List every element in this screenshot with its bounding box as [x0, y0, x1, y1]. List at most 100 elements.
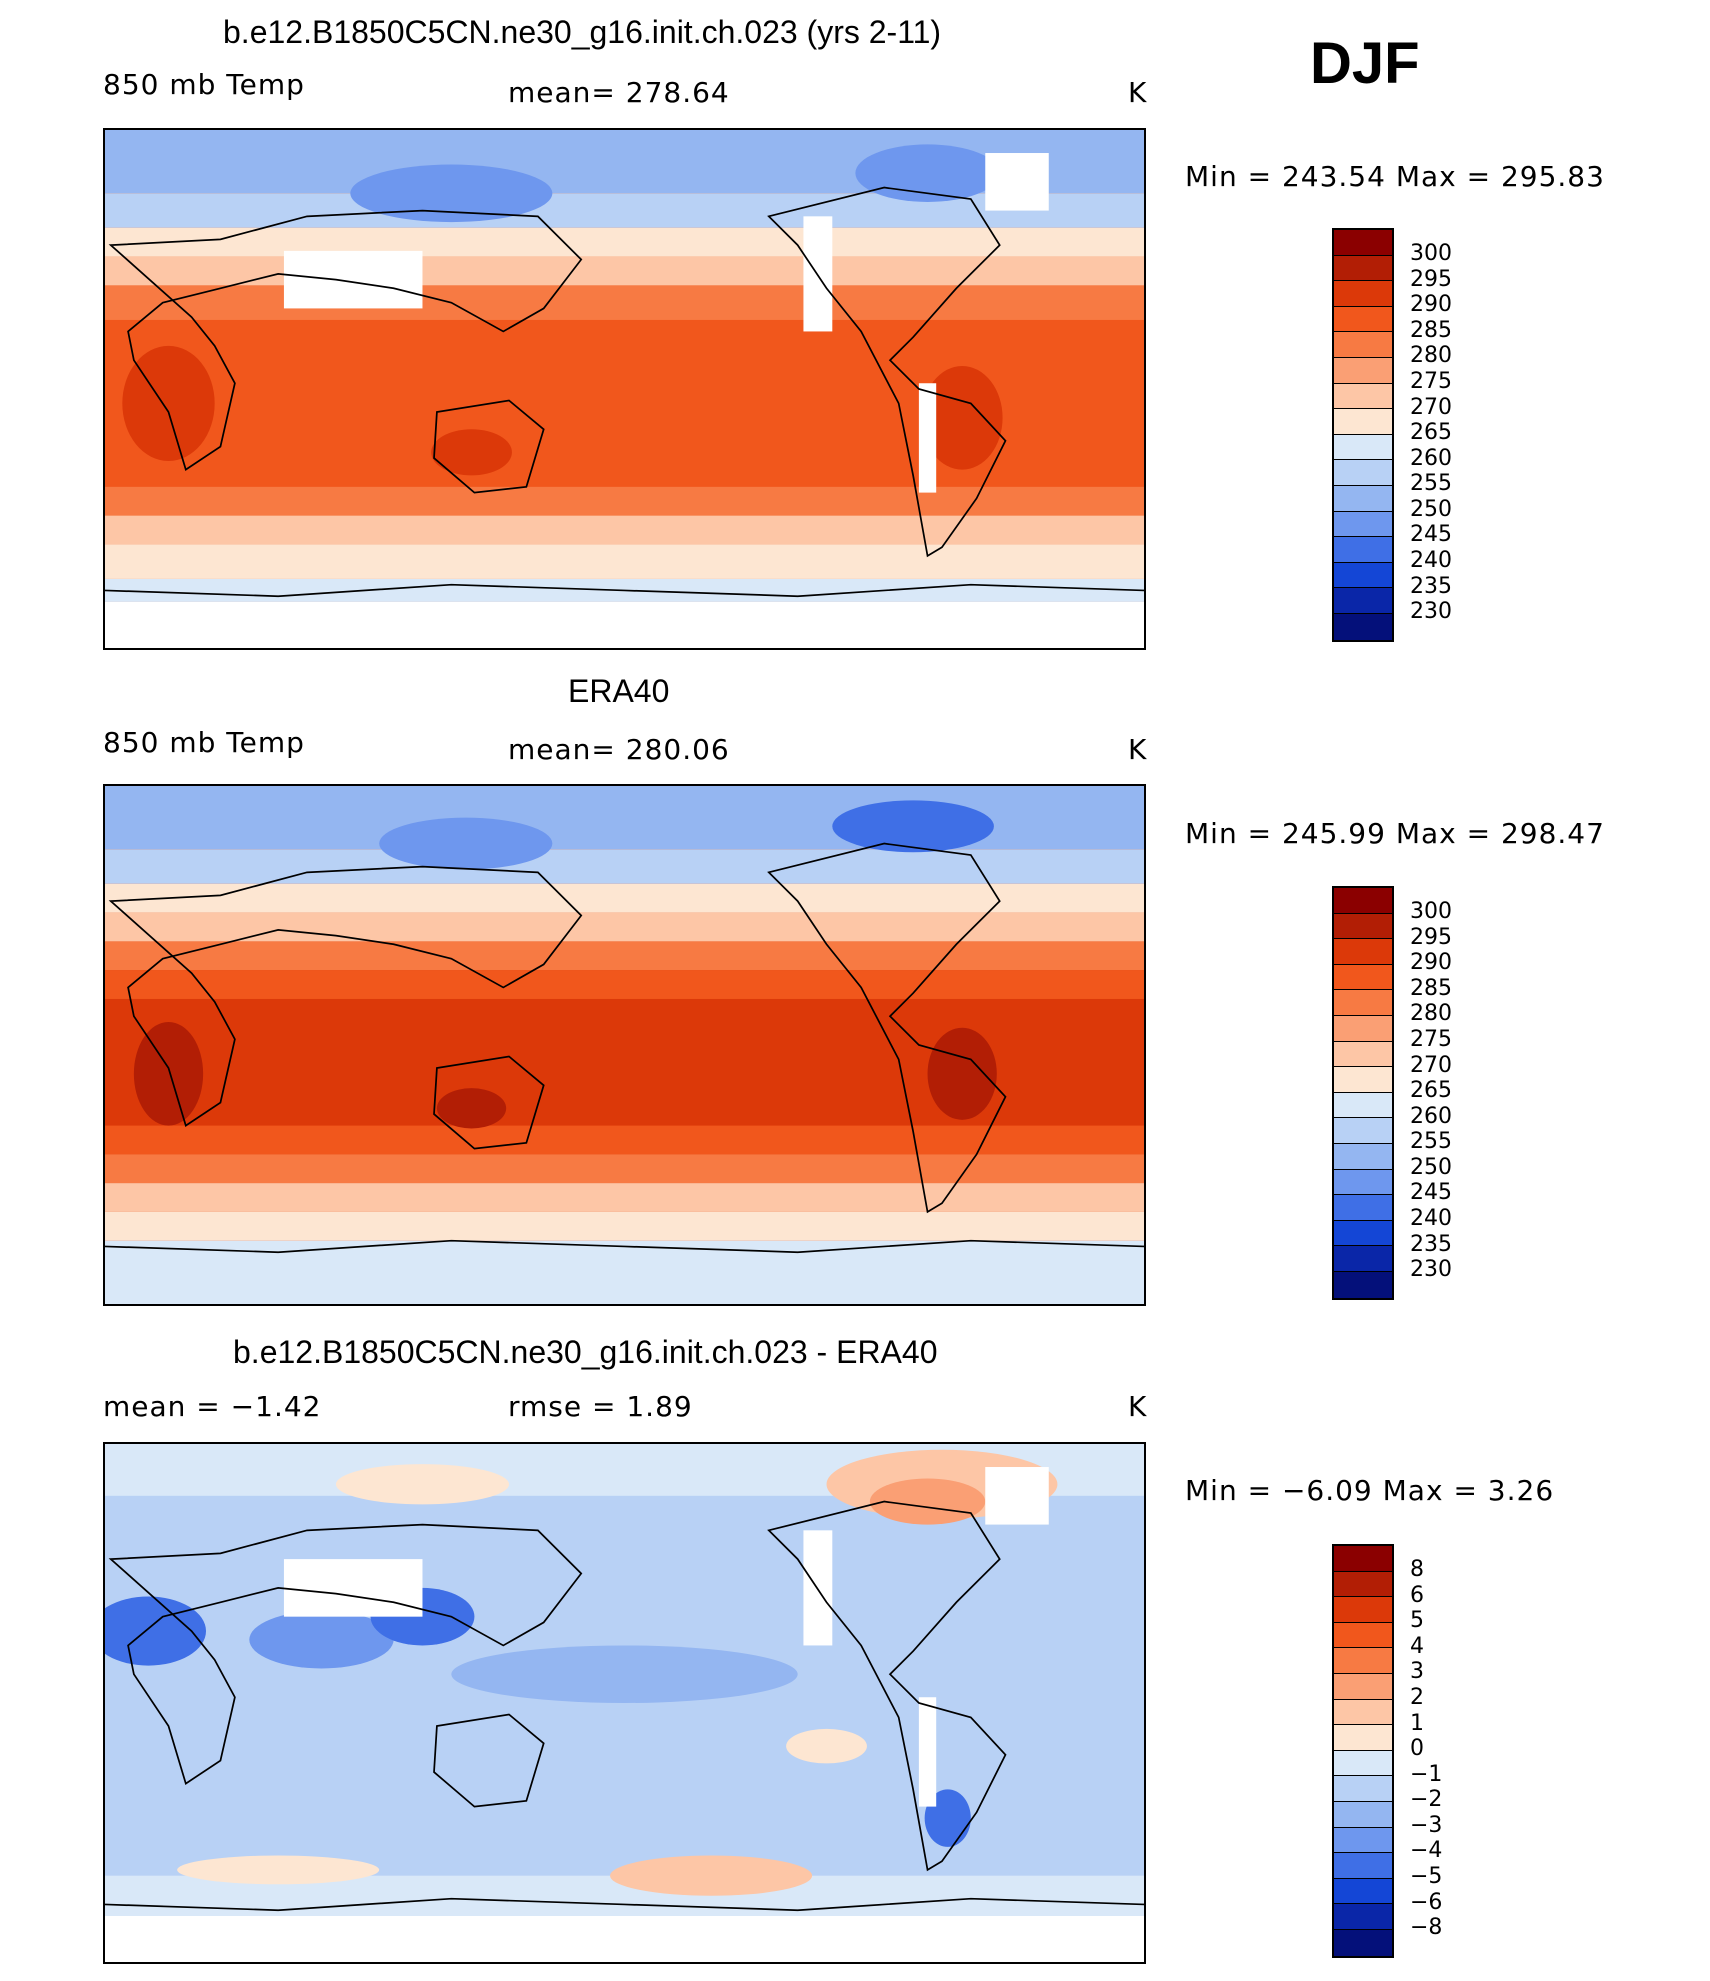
colorbar-swatch: [1334, 1673, 1392, 1700]
colorbar-tick-label: 295: [1410, 267, 1452, 292]
band: [105, 1915, 1144, 1962]
colorbar-tick-label: 265: [1410, 420, 1452, 445]
missing-greenland: [985, 1467, 1049, 1525]
antarctica: [105, 583, 1144, 598]
continents: [767, 842, 1007, 1214]
band: [105, 883, 1144, 913]
antarctica: [105, 1897, 1144, 1912]
colorbar-swatch: [1334, 1271, 1392, 1298]
colorbar-swatch: [1334, 1776, 1392, 1802]
colorbar-tick-label: −3: [1410, 1813, 1443, 1838]
colorbar-swatch: [1334, 255, 1392, 282]
africa-hot: [133, 1021, 204, 1126]
missing-greenland: [985, 153, 1049, 211]
colorbar-swatch: [1334, 1169, 1392, 1196]
colorbar-swatch: [1334, 1904, 1392, 1930]
colorbar-tick-label: 290: [1410, 292, 1452, 317]
africa-warm: [122, 345, 215, 461]
colorbar-tick-label: 3: [1410, 1659, 1424, 1684]
colorbar-swatch: [1334, 613, 1392, 640]
colorbar-swatch: [1334, 230, 1392, 256]
colorbar-swatch: [1334, 460, 1392, 486]
missing-andes: [918, 1697, 937, 1807]
map-model: [103, 128, 1146, 650]
colorbar-swatch: [1334, 1853, 1392, 1879]
colorbar-swatch: [1334, 306, 1392, 333]
band: [105, 970, 1144, 999]
colorbar-swatch: [1334, 485, 1392, 512]
colorbar-swatch: [1334, 1143, 1392, 1170]
colorbar-tick-label: 250: [1410, 497, 1452, 522]
colorbar-swatch: [1334, 383, 1392, 410]
antarctica: [105, 1239, 1144, 1254]
band: [105, 941, 1144, 971]
panel-minmax-model: Min = 243.54 Max = 295.83: [1185, 160, 1605, 193]
panel-mean-diff: mean = −1.42: [103, 1390, 322, 1423]
continents: [767, 1500, 1007, 1872]
colorbar-tick-label: 295: [1410, 925, 1452, 950]
colorbar-swatch: [1334, 281, 1392, 307]
continents: [108, 865, 583, 1127]
continents: [108, 209, 583, 471]
colorbar-swatch: [1334, 511, 1392, 538]
band: [105, 601, 1144, 648]
colorbar-swatch: [1334, 588, 1392, 614]
colorbar-tick-label: 280: [1410, 343, 1452, 368]
pacific-warm: [786, 1728, 867, 1764]
band: [105, 1183, 1144, 1212]
colorbar-swatch: [1334, 1878, 1392, 1905]
colorbar-tick-label: 275: [1410, 1027, 1452, 1052]
panel-mean-obs: mean= 280.06: [508, 733, 730, 766]
band: [105, 1154, 1144, 1184]
colorbar-swatch: [1334, 990, 1392, 1016]
colorbar-tick-label: −2: [1410, 1787, 1443, 1812]
colorbar-tick-label: 230: [1410, 1257, 1452, 1282]
colorbar-tick-label: 4: [1410, 1634, 1424, 1659]
colorbar-tick-label: 280: [1410, 1001, 1452, 1026]
band: [105, 544, 1144, 579]
band: [105, 1125, 1144, 1155]
panel-title-diff: b.e12.B1850C5CN.ne30_g16.init.ch.023 - E…: [233, 1334, 938, 1370]
colorbar-tick-label: 245: [1410, 522, 1452, 547]
colorbar-tick-label: −4: [1410, 1838, 1443, 1863]
panel-rmse-diff: rmse = 1.89: [508, 1390, 693, 1423]
band: [105, 227, 1144, 257]
panel-minmax-diff: Min = −6.09 Max = 3.26: [1185, 1474, 1555, 1507]
colorbar-tick-label: −6: [1410, 1890, 1443, 1915]
colorbar-swatch: [1334, 1220, 1392, 1247]
colorbar-tick-label: 275: [1410, 369, 1452, 394]
panel-left-label-obs: 850 mb Temp: [103, 726, 305, 759]
band: [105, 285, 1144, 320]
colorbar-swatch: [1334, 1041, 1392, 1068]
siberia-cold: [350, 164, 553, 223]
colorbar-swatch: [1334, 1801, 1392, 1828]
colorbar-tick-label: 285: [1410, 976, 1452, 1001]
south-ocean-warm: [610, 1855, 813, 1896]
colorbar-tick-label: 285: [1410, 318, 1452, 343]
canada-cold: [855, 144, 1000, 202]
colorbar-swatch: [1334, 1750, 1392, 1777]
missing-tibet: [283, 1559, 423, 1617]
band: [105, 1240, 1144, 1304]
colorbar-swatch: [1334, 1622, 1392, 1649]
colorbar-tick-label: 250: [1410, 1155, 1452, 1180]
colorbar-tick-label: 245: [1410, 1180, 1452, 1205]
colorbar-tick-label: 300: [1410, 899, 1452, 924]
colorbar-diff: [1332, 1544, 1394, 1958]
colorbar-swatch: [1334, 913, 1392, 940]
colorbar-tick-label: 255: [1410, 1129, 1452, 1154]
colorbar-tick-label: 255: [1410, 471, 1452, 496]
colorbar-swatch: [1334, 1118, 1392, 1144]
colorbar-swatch: [1334, 888, 1392, 914]
colorbar-tick-label: 8: [1410, 1557, 1424, 1582]
canada-warm: [869, 1478, 986, 1525]
panel-units-obs: K: [1128, 733, 1148, 766]
missing-tibet: [283, 250, 423, 309]
continents: [433, 1055, 545, 1150]
continents: [433, 399, 545, 494]
map-diff: [103, 1442, 1146, 1964]
colorbar-swatch: [1334, 409, 1392, 435]
colorbar-tick-label: 235: [1410, 1232, 1452, 1257]
colorbar-swatch: [1334, 1648, 1392, 1674]
panel-title-model: b.e12.B1850C5CN.ne30_g16.init.ch.023 (yr…: [223, 14, 942, 50]
